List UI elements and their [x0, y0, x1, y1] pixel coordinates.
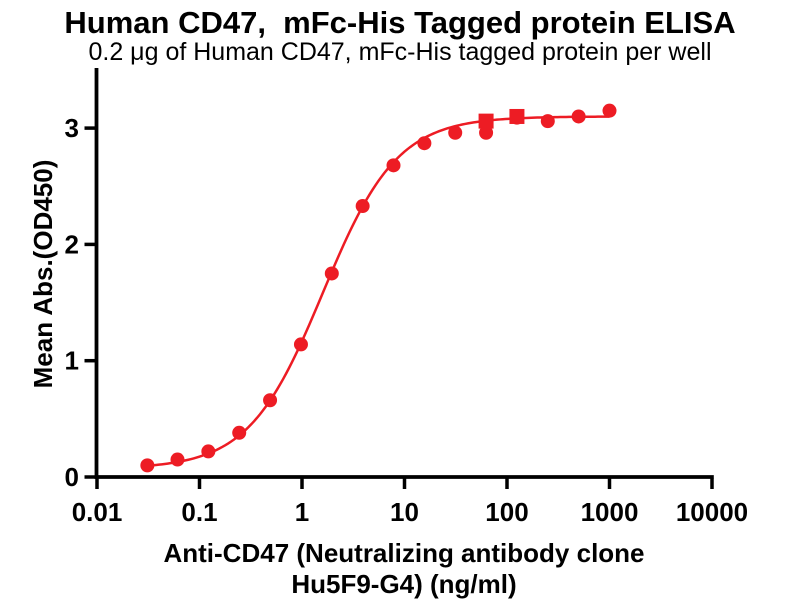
y-tick-label: 1: [65, 346, 79, 376]
x-tick-label: 100: [485, 497, 528, 527]
data-point-circle: [355, 199, 370, 214]
chart-subtitle: 0.2 μg of Human CD47, mFc-His tagged pro…: [88, 38, 711, 66]
data-point-circle: [417, 136, 432, 151]
data-point-circle: [201, 444, 216, 459]
x-tick-label: 10: [390, 497, 419, 527]
axes: 0 1 2 3 0.01 0.1 1 10 100 1000 10000: [65, 67, 748, 527]
y-tick-label: 3: [65, 113, 79, 143]
data-point-circle: [602, 103, 617, 118]
data-point-circle: [571, 109, 586, 124]
data-point-circle: [324, 266, 339, 281]
data-point-circle: [540, 114, 555, 129]
y-tick-label: 2: [65, 229, 79, 259]
fit-curve: [147, 115, 610, 468]
data-point-circle: [140, 458, 155, 473]
plot-series: [140, 103, 617, 473]
x-tick-label: 1: [295, 497, 309, 527]
data-point-circle: [293, 337, 308, 352]
x-tick-label: 1000: [581, 497, 639, 527]
data-point-circle: [386, 158, 401, 173]
x-tick-label: 10000: [676, 497, 748, 527]
data-point-circle: [232, 425, 247, 440]
data-point-circle: [263, 393, 278, 408]
data-point-circle: [170, 452, 185, 467]
data-point-circle: [448, 125, 463, 140]
x-axis-label-line2: Hu5F9-G4) (ng/ml): [291, 569, 516, 599]
data-point-square: [509, 108, 525, 124]
data-point-square: [478, 113, 494, 129]
y-axis-label: Mean Abs.(OD450): [28, 160, 58, 389]
y-tick-label: 0: [65, 462, 79, 492]
data-point-circle: [479, 125, 494, 140]
chart-title: Human CD47, mFc-His Tagged protein ELISA: [64, 5, 735, 40]
x-tick-label: 0.01: [72, 497, 123, 527]
x-tick-label: 0.1: [181, 497, 217, 527]
x-axis-label-line1: Anti-CD47 (Neutralizing antibody clone: [163, 538, 644, 568]
